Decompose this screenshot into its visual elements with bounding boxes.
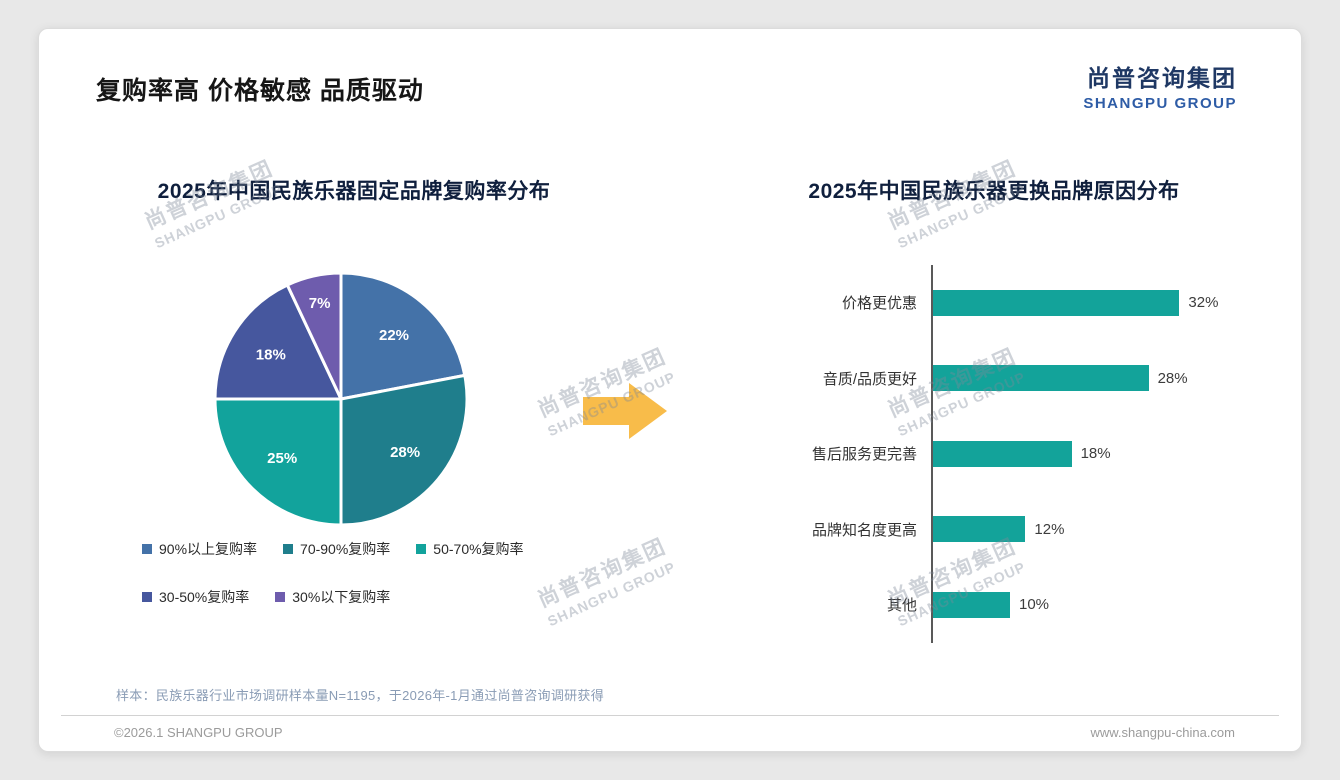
- bar-cell: 32%: [931, 265, 1299, 341]
- bar-chart: 价格更优惠 32% 音质/品质更好 28% 售后服务更完善 18% 品牌知名度更高 12% 其他…: [739, 265, 1299, 643]
- bar: [933, 365, 1149, 392]
- bar-value-label: 28%: [1157, 369, 1188, 387]
- legend-label: 30-50%复购率: [159, 589, 250, 605]
- pie-slice: [213, 397, 343, 527]
- pie-chart-title: 2025年中国民族乐器固定品牌复购率分布: [157, 180, 551, 203]
- copyright-text: ©2026.1 SHANGPU GROUP: [114, 725, 283, 740]
- legend-item: 30-50%复购率: [142, 587, 249, 607]
- page-title: 复购率高 价格敏感 品质驱动: [96, 77, 424, 105]
- slide-card: 复购率高 价格敏感 品质驱动 尚普咨询集团 SHANGPU GROUP 2025…: [38, 28, 1302, 752]
- legend-label: 90%以上复购率: [159, 541, 258, 557]
- right-arrow-icon: [583, 381, 667, 441]
- bar: [933, 591, 1010, 618]
- bar-category-label: 其他: [886, 597, 917, 615]
- company-logo: 尚普咨询集团 SHANGPU GROUP: [1083, 59, 1237, 112]
- legend-swatch: [142, 592, 152, 602]
- footer: ©2026.1 SHANGPU GROUP www.shangpu-china.…: [114, 725, 1235, 740]
- pie-chart: 22% 28% 25% 18% 7%: [213, 271, 469, 527]
- legend-label: 70-90%复购率: [300, 541, 391, 557]
- legend-row: 30-50%复购率 30%以下复购率: [142, 587, 622, 607]
- bar-value-label: 18%: [1080, 445, 1111, 463]
- legend-swatch: [275, 592, 286, 602]
- legend-swatch: [283, 544, 294, 554]
- bar-row: 其他 10%: [739, 567, 1299, 643]
- sample-note: 样本：民族乐器行业市场调研样本量N=1195，于2026年-1月通过尚普咨询调研…: [116, 688, 605, 703]
- pie-slice: [213, 283, 343, 401]
- legend-item: 30%以下复购率: [275, 587, 390, 607]
- legend-swatch: [416, 544, 427, 554]
- bar-category-label: 音质/品质更好: [822, 370, 917, 388]
- logo-cn-text: 尚普咨询集团: [1087, 65, 1237, 91]
- bar-row: 音质/品质更好 28%: [739, 340, 1299, 416]
- bar: [933, 516, 1026, 543]
- bar-row: 价格更优惠 32%: [739, 265, 1299, 341]
- bar: [933, 289, 1180, 316]
- bar-cell: 28%: [931, 340, 1299, 416]
- pie-slice-label: 28%: [390, 444, 420, 461]
- bar-value-label: 12%: [1034, 520, 1065, 538]
- pie-legend: 90%以上复购率 70-90%复购率 50-70%复购率 30-50%复购率 30%以下…: [142, 539, 622, 635]
- bar-row: 品牌知名度更高 12%: [739, 491, 1299, 567]
- legend-item: 50-70%复购率: [416, 539, 524, 559]
- pie-slice-label: 7%: [309, 295, 331, 312]
- legend-label: 50-70%复购率: [433, 541, 524, 557]
- bar-chart-title: 2025年中国民族乐器更换品牌原因分布: [808, 180, 1180, 203]
- bar: [933, 440, 1072, 467]
- bar-cell: 12%: [931, 491, 1299, 567]
- bar-category-label: 售后服务更完善: [811, 446, 917, 464]
- pie-slice: [285, 271, 343, 401]
- legend-row: 90%以上复购率 70-90%复购率 50-70%复购率: [142, 539, 622, 559]
- legend-label: 30%以下复购率: [292, 589, 391, 605]
- right-arrow-shape: [583, 383, 667, 439]
- pie-slice-label: 18%: [256, 346, 286, 363]
- bar-value-label: 10%: [1019, 596, 1050, 614]
- bar-category-label: 品牌知名度更高: [811, 521, 917, 539]
- legend-item: 90%以上复购率: [142, 539, 257, 559]
- pie-slice-label: 22%: [379, 327, 409, 344]
- legend-item: 70-90%复购率: [283, 539, 390, 559]
- pie-slice-label: 25%: [267, 450, 297, 467]
- bar-value-label: 32%: [1188, 294, 1219, 312]
- legend-swatch: [142, 544, 152, 554]
- bar-row: 售后服务更完善 18%: [739, 416, 1299, 492]
- logo-en-text: SHANGPU GROUP: [1083, 95, 1237, 112]
- footer-divider: [61, 715, 1279, 716]
- website-text: www.shangpu-china.com: [1090, 725, 1235, 740]
- bar-cell: 18%: [931, 416, 1299, 492]
- pie-slice: [339, 373, 469, 527]
- bar-cell: 10%: [931, 567, 1299, 643]
- pie-slice: [339, 271, 467, 401]
- bar-category-label: 价格更优惠: [841, 295, 917, 313]
- slide-content: 复购率高 价格敏感 品质驱动 尚普咨询集团 SHANGPU GROUP 2025…: [39, 29, 1301, 751]
